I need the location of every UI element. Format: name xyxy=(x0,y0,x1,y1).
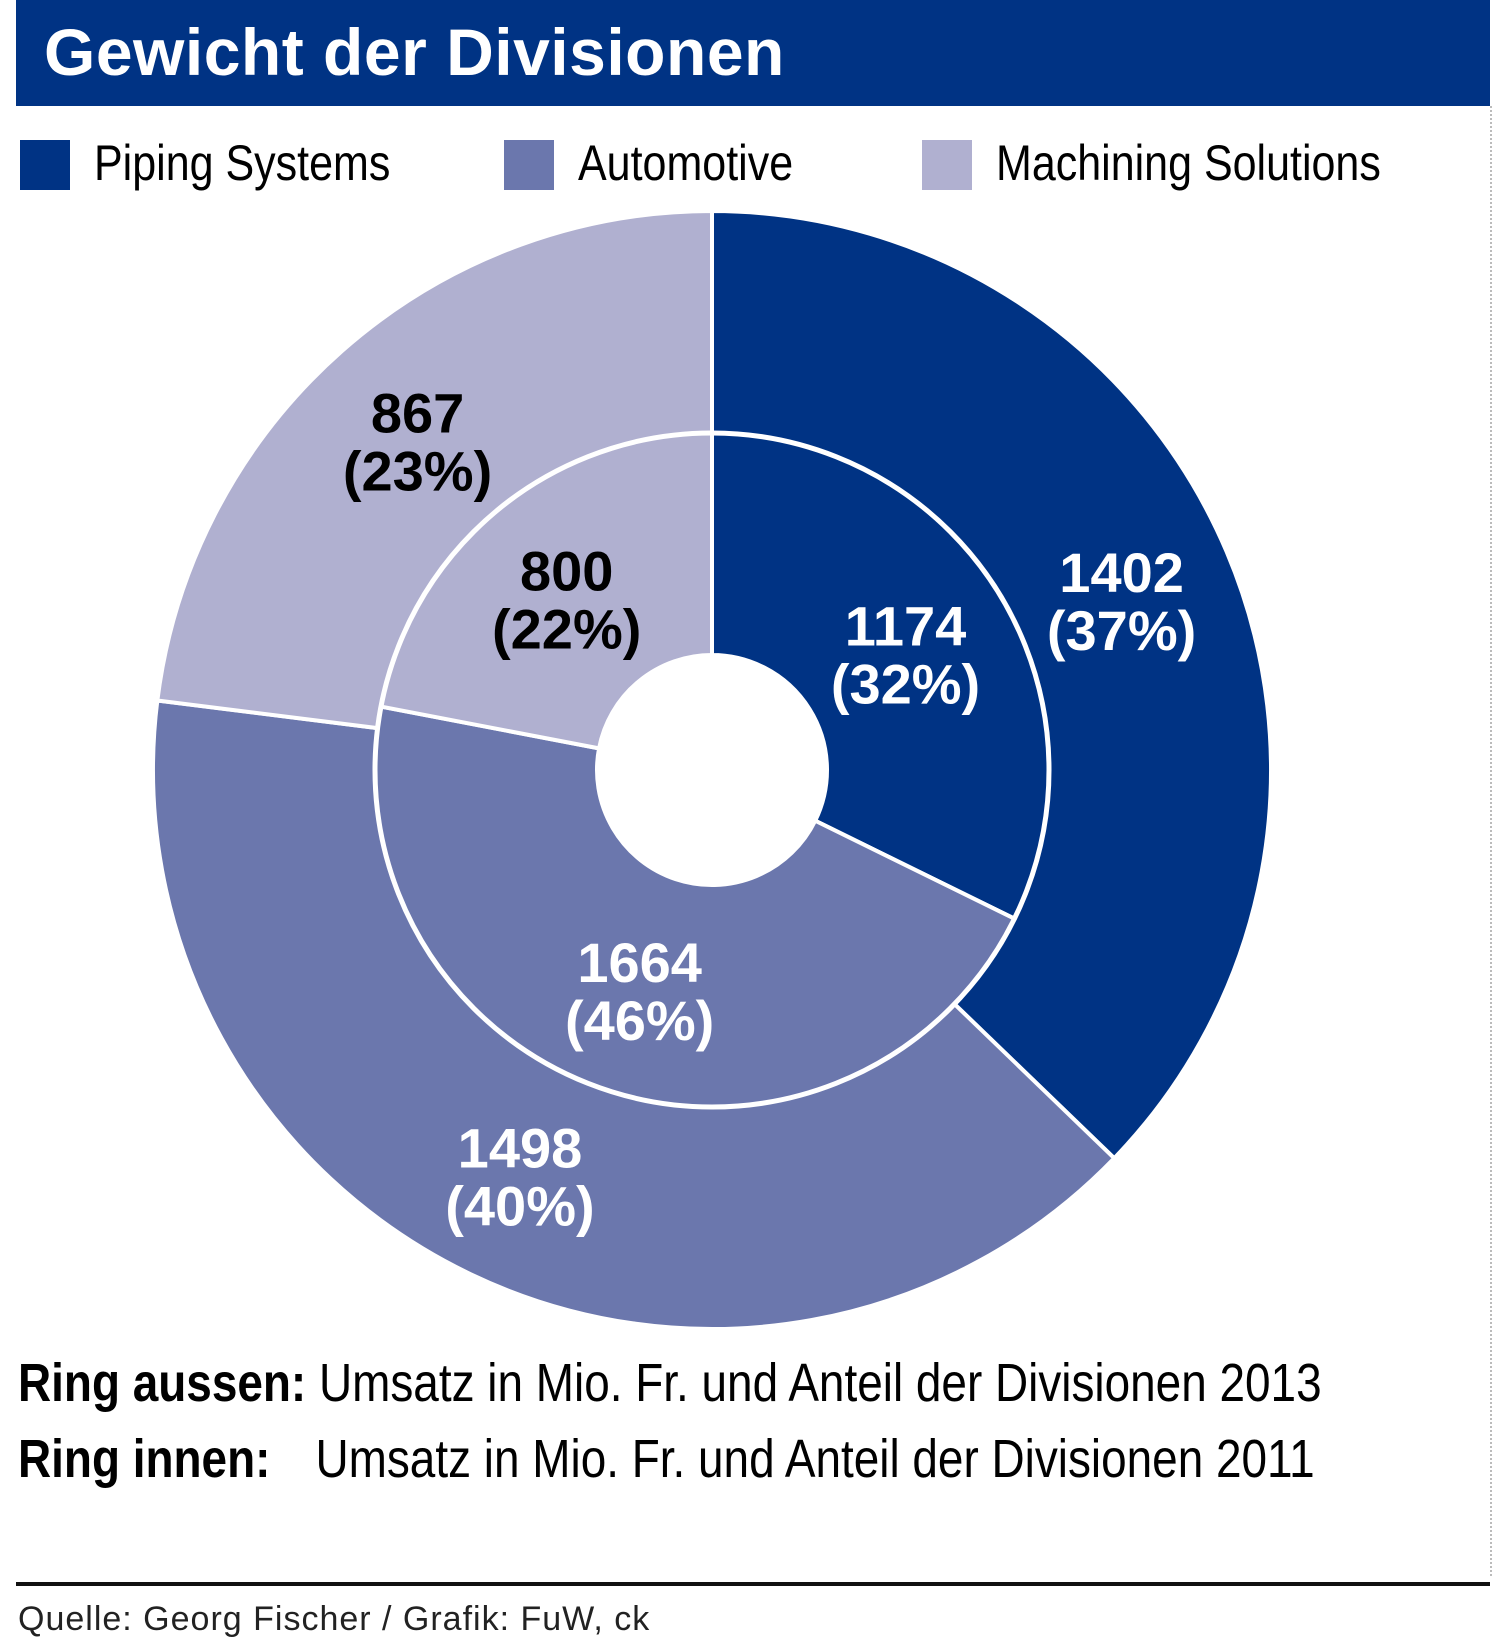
page-edge xyxy=(1490,106,1498,1576)
inner-percent-automotive: (46%) xyxy=(565,989,714,1052)
inner-percent-piping-systems: (32%) xyxy=(831,652,980,715)
legend-swatch-piping-systems xyxy=(20,140,70,190)
note-outer-key: Ring aussen: xyxy=(18,1353,307,1413)
legend-swatch-automotive xyxy=(504,140,554,190)
inner-percent-machining-solutions: (22%) xyxy=(492,597,641,660)
donut-center-hole xyxy=(597,655,827,885)
outer-value-machining-solutions: 867 xyxy=(371,381,464,444)
note-inner-ring: Ring innen: Umsatz in Mio. Fr. und Antei… xyxy=(18,1428,1315,1490)
outer-percent-machining-solutions: (23%) xyxy=(343,439,492,502)
inner-value-automotive: 1664 xyxy=(577,931,702,994)
inner-label-machining-solutions: 800 (22%) xyxy=(492,539,641,660)
legend-label-piping-systems: Piping Systems xyxy=(94,135,391,191)
outer-value-piping-systems: 1402 xyxy=(1059,541,1184,604)
inner-label-piping-systems: 1174 (32%) xyxy=(831,594,980,715)
inner-value-machining-solutions: 800 xyxy=(520,539,613,602)
outer-value-automotive: 1498 xyxy=(458,1116,583,1179)
inner-value-piping-systems: 1174 xyxy=(845,594,967,657)
legend-swatch-machining-solutions xyxy=(922,140,972,190)
outer-label-machining-solutions: 867 (23%) xyxy=(343,381,492,502)
outer-percent-automotive: (40%) xyxy=(445,1174,594,1237)
note-inner-key: Ring innen: xyxy=(18,1429,271,1489)
inner-label-automotive: 1664 (46%) xyxy=(565,931,714,1052)
legend-label-automotive: Automotive xyxy=(578,135,794,191)
outer-percent-piping-systems: (37%) xyxy=(1047,599,1196,662)
outer-label-automotive: 1498 (40%) xyxy=(445,1116,594,1237)
note-outer-ring: Ring aussen: Umsatz in Mio. Fr. und Ante… xyxy=(18,1352,1322,1414)
note-outer-text: Umsatz in Mio. Fr. und Anteil der Divisi… xyxy=(318,1353,1322,1413)
note-inner-text: Umsatz in Mio. Fr. und Anteil der Divisi… xyxy=(315,1429,1315,1489)
legend-label-machining-solutions: Machining Solutions xyxy=(996,135,1381,191)
ring-separator xyxy=(372,430,1052,1110)
bottom-rule xyxy=(16,1582,1490,1586)
chart-title: Gewicht der Divisionen xyxy=(44,15,785,89)
title-bar: Gewicht der Divisionen xyxy=(16,0,1490,106)
outer-label-piping-systems: 1402 (37%) xyxy=(1047,541,1196,662)
source-note: Quelle: Georg Fischer / Grafik: FuW, ck xyxy=(18,1600,651,1638)
